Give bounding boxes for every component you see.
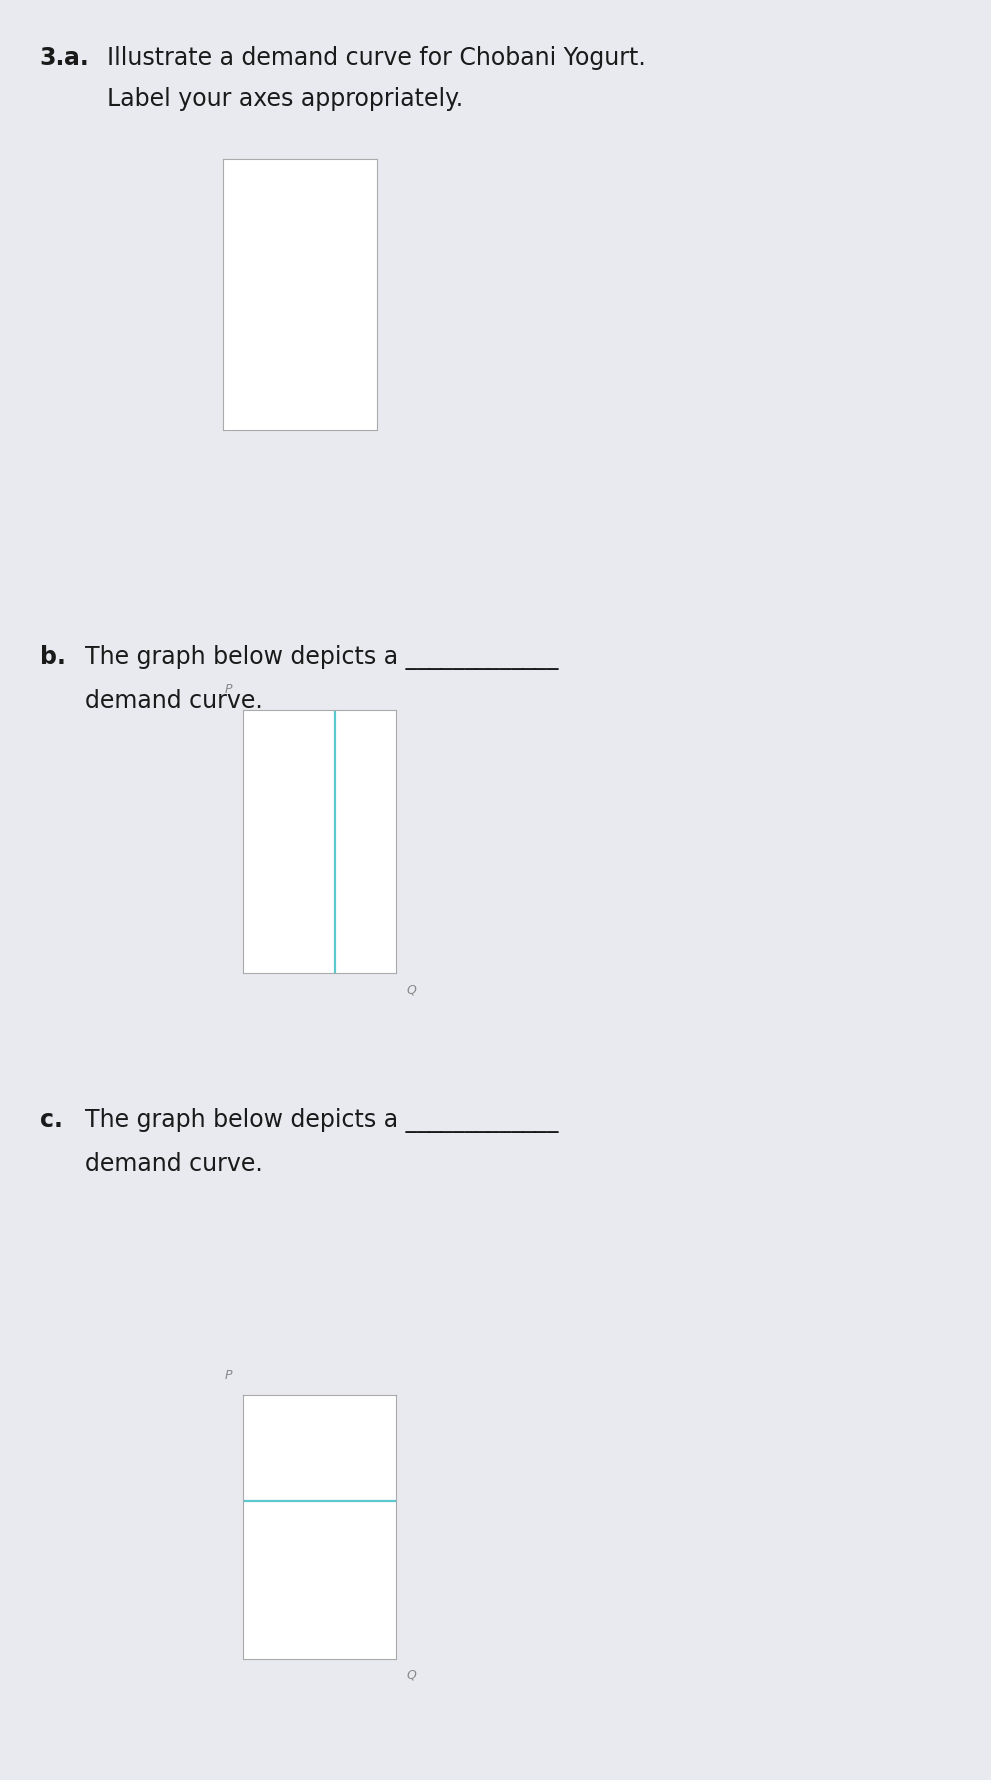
Text: 3.: 3. [40, 46, 65, 69]
Text: Illustrate a demand curve for Chobani Yogurt.: Illustrate a demand curve for Chobani Yo… [107, 46, 646, 69]
Text: a.: a. [64, 46, 89, 69]
Text: demand curve.: demand curve. [85, 689, 263, 712]
Text: The graph below depicts a _____________: The graph below depicts a _____________ [85, 1107, 559, 1132]
Text: demand curve.: demand curve. [85, 1152, 263, 1175]
Text: The graph below depicts a _____________: The graph below depicts a _____________ [85, 644, 559, 669]
Text: P: P [225, 1369, 233, 1381]
Text: b.: b. [40, 644, 65, 668]
Text: Label your axes appropriately.: Label your axes appropriately. [107, 87, 463, 110]
Text: Q: Q [406, 983, 416, 995]
Text: P: P [225, 684, 233, 696]
Text: Q: Q [406, 1668, 416, 1680]
Text: c.: c. [40, 1107, 62, 1130]
